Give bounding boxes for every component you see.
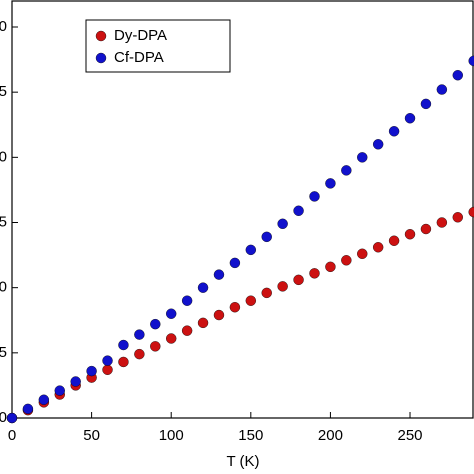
point [293,274,304,286]
point [86,365,97,377]
y-tick-label: 5 [0,344,7,361]
point [404,229,416,240]
plot-frame [11,0,474,419]
point [22,403,34,415]
point [420,98,432,110]
legend-label: Dy-DPA [114,27,167,44]
point [436,84,448,95]
point [54,385,65,396]
point [277,281,288,292]
point [341,165,352,176]
y-tick-label: 0 [0,409,7,426]
x-tick-label: 150 [238,427,263,444]
x-tick-label: 100 [159,427,184,444]
point [277,218,288,230]
point [213,309,225,321]
point [166,333,177,344]
point [134,329,145,340]
point [468,206,474,218]
y-tick-label: 0 [0,148,7,165]
legend-marker [95,52,107,64]
legend-label: Cf-DPA [114,49,164,66]
point [372,139,384,150]
point [341,255,352,266]
x-tick-label: 250 [398,427,423,444]
point [325,178,336,189]
point [452,70,463,81]
y-tick-label: 5 [0,83,7,100]
point [118,339,129,351]
legend-box [85,19,231,73]
point [245,295,257,306]
legend-marker [95,30,107,42]
x-tick-label: 200 [318,427,343,444]
point [197,317,209,329]
point [229,257,241,269]
point [134,348,145,360]
x-tick-label: 0 [8,427,16,444]
y-tick-label: 0 [0,279,7,296]
point [468,55,474,67]
point [197,282,209,293]
point [181,295,193,306]
point [6,412,18,424]
point [213,269,225,280]
point [357,152,368,163]
point [261,287,272,299]
point [229,302,241,313]
point [118,356,129,368]
y-tick-label: 0 [0,18,7,35]
x-tick-label: 50 [83,427,100,444]
x-axis-label: T (K) [226,453,259,470]
point [309,268,320,279]
point [150,318,161,330]
point [245,244,257,256]
point [102,355,113,366]
point [293,205,304,216]
point [388,126,400,137]
y-tick-label: 5 [0,213,7,230]
point [102,364,113,375]
point [388,235,400,246]
point [357,248,368,259]
point [452,212,463,223]
point [261,231,272,243]
point [420,223,432,235]
point [404,113,416,124]
point [38,394,50,405]
point [372,242,384,253]
point [181,325,193,336]
point [150,341,161,352]
point [325,261,336,273]
point [70,376,81,387]
point [436,217,448,228]
point [309,191,320,202]
point [166,308,177,319]
